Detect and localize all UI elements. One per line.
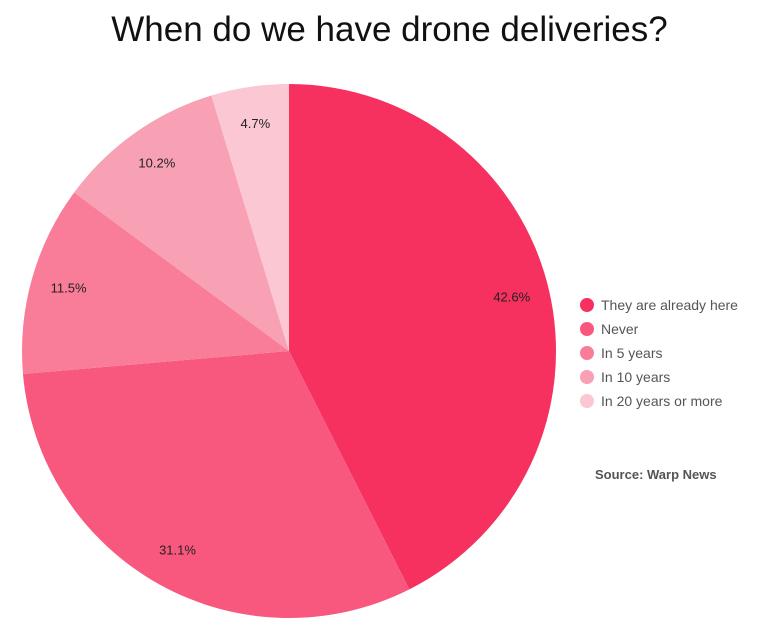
legend-swatch (580, 370, 594, 384)
slice-label-in-10-years: 10.2% (138, 155, 175, 170)
slice-label-they-are-already-here: 42.6% (493, 289, 530, 304)
pie-slice-in-20-years-or-more (211, 84, 289, 351)
slice-label-in-5-years: 11.5% (51, 280, 87, 295)
pie-slice-labels: 42.6% 31.1% 11.5% 10.2% 4.7% (51, 116, 531, 558)
pie-slice-in-5-years (22, 192, 290, 375)
pie-slice-they-are-already-here (289, 84, 556, 590)
legend-label: In 20 years or more (601, 393, 723, 409)
legend-swatch (580, 322, 594, 336)
legend-swatch (580, 298, 594, 312)
legend-item-they-are-already-here: They are already here (580, 293, 738, 317)
pie-slice-in-10-years (74, 95, 289, 351)
chart-title: When do we have drone deliveries? (111, 10, 668, 49)
legend-item-in-10-years: In 10 years (580, 365, 738, 389)
slice-label-never: 31.1% (159, 542, 196, 557)
legend-swatch (580, 394, 594, 408)
legend-label: They are already here (601, 297, 738, 313)
legend-label: In 10 years (601, 369, 671, 385)
pie-slice-never (22, 351, 410, 618)
chart-legend: They are already here Never In 5 years In 1… (580, 293, 738, 413)
legend-item-in-20-years-or-more: In 20 years or more (580, 389, 738, 413)
pie-slices (22, 84, 556, 618)
slice-label-in-20-years-or-more: 4.7% (241, 116, 271, 131)
legend-swatch (580, 346, 594, 360)
source-note: Source: Warp News (595, 467, 717, 482)
legend-label: Never (601, 321, 639, 337)
legend-item-in-5-years: In 5 years (580, 341, 738, 365)
legend-item-never: Never (580, 317, 738, 341)
legend-label: In 5 years (601, 345, 663, 361)
